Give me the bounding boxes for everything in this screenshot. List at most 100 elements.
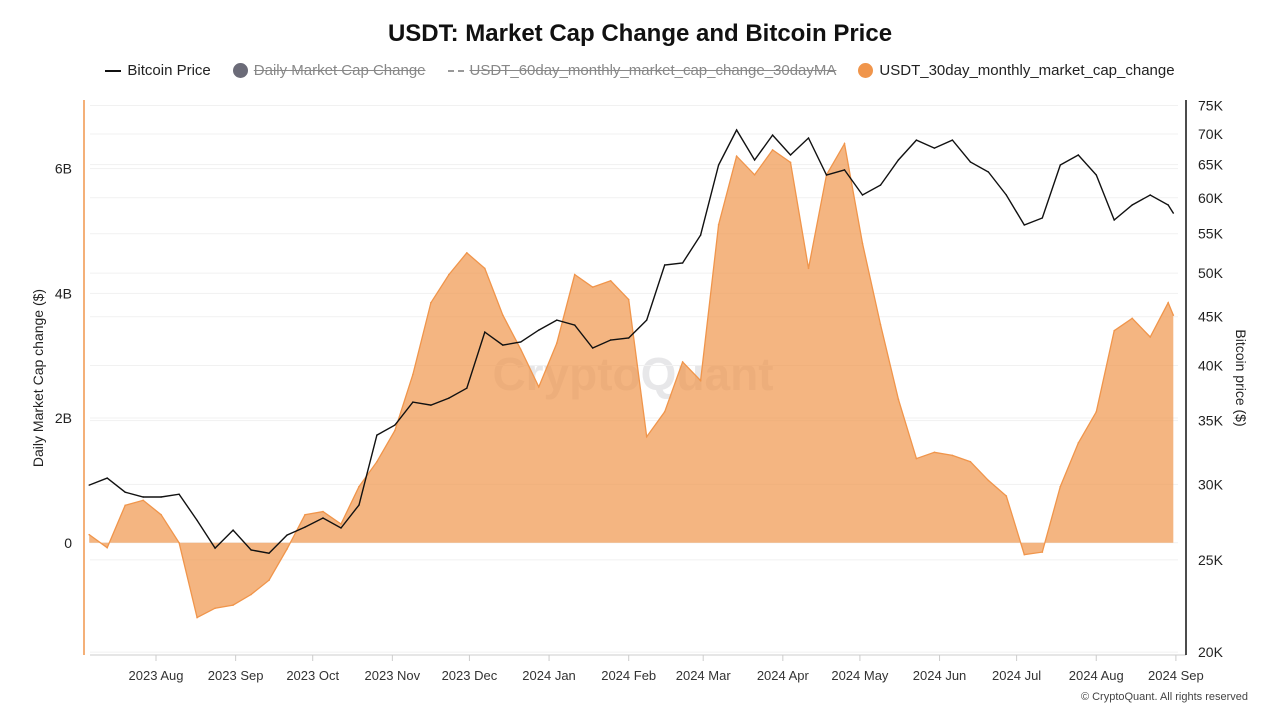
usdt-30day-change-line — [88, 141, 1174, 619]
bitcoin-price-point — [1005, 194, 1008, 196]
bitcoin-price-point — [861, 194, 864, 196]
left-axis-label: Daily Market Cap change ($) — [30, 289, 46, 467]
bitcoin-price-point — [538, 329, 540, 331]
left-tick-label: 2B — [55, 410, 72, 426]
usdt-change-point — [897, 398, 900, 401]
bitcoin-price-point — [340, 527, 342, 529]
usdt-change-point — [987, 479, 990, 482]
usdt-change-point — [88, 533, 91, 536]
usdt-change-point — [466, 251, 468, 254]
usdt-change-point — [178, 541, 180, 544]
usdt-change-point — [915, 457, 918, 460]
bitcoin-price-point — [574, 324, 576, 326]
usdt-change-point — [843, 142, 846, 145]
bitcoin-price-point — [645, 319, 648, 321]
bitcoin-price-point — [771, 134, 774, 136]
usdt-change-point — [250, 593, 252, 596]
bitcoin-price-point — [448, 397, 450, 399]
bitcoin-price-point — [1095, 174, 1097, 176]
x-tick-label: 2024 Apr — [757, 668, 810, 683]
x-tick-label: 2024 Jul — [992, 668, 1041, 683]
bitcoin-price-point — [394, 424, 396, 426]
usdt-change-point — [609, 280, 612, 282]
usdt-change-point — [699, 379, 702, 382]
bitcoin-price-point — [430, 404, 432, 406]
usdt-change-point — [789, 161, 792, 164]
usdt-change-point — [412, 373, 414, 376]
bitcoin-price-point — [286, 534, 288, 536]
bitcoin-price-point — [232, 529, 234, 531]
bitcoin-price-point — [1167, 204, 1169, 206]
usdt-change-point — [753, 174, 756, 176]
bitcoin-price-point — [196, 519, 198, 522]
usdt-change-point — [196, 616, 198, 619]
chart-title: USDT: Market Cap Change and Bitcoin Pric… — [387, 20, 893, 47]
right-tick-label: 30K — [1198, 476, 1224, 492]
bitcoin-price-point — [717, 164, 720, 166]
dot-marker-icon — [858, 63, 874, 78]
usdt-change-point — [735, 155, 738, 157]
x-tick-label: 2023 Nov — [365, 668, 421, 683]
usdt-change-point — [1041, 551, 1044, 553]
legend-label: Daily Market Cap Change — [253, 62, 426, 79]
copyright-footer: © CryptoQuant. All rights reserved — [1080, 691, 1248, 703]
bitcoin-price-point — [735, 129, 738, 131]
x-tick-label: 2024 Aug — [1069, 668, 1124, 683]
bitcoin-price-point — [789, 154, 792, 156]
legend-label: USDT_30day_monthly_market_cap_change — [879, 62, 1175, 79]
left-tick-label: 6B — [55, 161, 72, 177]
usdt-change-point — [1167, 301, 1169, 304]
bitcoin-price-point — [556, 319, 558, 321]
usdt-change-point — [106, 546, 108, 549]
bitcoin-price-point — [214, 547, 216, 549]
right-tick-label: 60K — [1198, 190, 1224, 206]
usdt-change-point — [861, 242, 864, 245]
right-axis-label: Bitcoin price ($) — [1233, 329, 1249, 426]
legend-item-60day-ma[interactable]: USDT_60day_monthly_market_cap_change_30d… — [447, 62, 837, 79]
dot-marker-icon — [232, 63, 248, 78]
right-tick-label: 45K — [1198, 309, 1224, 325]
right-tick-label: 40K — [1198, 357, 1224, 373]
usdt-change-point — [771, 149, 774, 151]
usdt-change-point — [430, 301, 432, 304]
bitcoin-price-point — [843, 169, 846, 171]
bitcoin-price-point — [520, 341, 522, 343]
bitcoin-price-point — [807, 137, 810, 139]
usdt-change-point — [286, 548, 288, 550]
usdt-change-point — [645, 435, 648, 438]
usdt-change-point — [322, 510, 324, 513]
bitcoin-price-point — [376, 434, 378, 436]
usdt-change-point — [1131, 317, 1134, 320]
bitcoin-price-point — [124, 491, 126, 493]
usdt-change-point — [573, 273, 576, 276]
bitcoin-price-point — [897, 159, 900, 161]
legend: Bitcoin Price Daily Market Cap Change US… — [0, 62, 1280, 79]
bitcoin-price-point — [466, 387, 468, 389]
usdt-change-point — [232, 604, 234, 606]
legend-item-bitcoin-price[interactable]: Bitcoin Price — [105, 62, 211, 79]
bitcoin-price-point — [825, 174, 828, 176]
usdt-change-point — [591, 286, 594, 288]
bitcoin-price-point — [592, 347, 594, 349]
right-tick-label: 35K — [1198, 413, 1224, 429]
bitcoin-price-point — [1059, 164, 1061, 166]
bitcoin-price-point — [250, 549, 252, 551]
right-tick-label: 75K — [1198, 97, 1224, 113]
bitcoin-price-point — [1023, 224, 1026, 226]
bitcoin-price-point — [484, 331, 486, 333]
usdt-change-point — [160, 513, 162, 516]
usdt-change-point — [663, 410, 666, 413]
usdt-change-point — [879, 323, 882, 326]
bitcoin-price-point — [502, 344, 504, 346]
x-tick-label: 2024 Feb — [601, 668, 656, 683]
legend-label: USDT_60day_monthly_market_cap_change_30d… — [469, 62, 837, 79]
legend-item-daily-market-cap-change[interactable]: Daily Market Cap Change — [232, 62, 426, 79]
bitcoin-price-point — [969, 161, 972, 163]
usdt-change-point — [268, 579, 270, 581]
legend-item-30day-change[interactable]: USDT_30day_monthly_market_cap_change — [858, 62, 1175, 79]
bitcoin-price-point — [610, 339, 612, 341]
usdt-change-point — [1113, 329, 1116, 332]
bitcoin-price-point — [268, 552, 270, 554]
x-tick-label: 2024 Jun — [913, 668, 967, 683]
